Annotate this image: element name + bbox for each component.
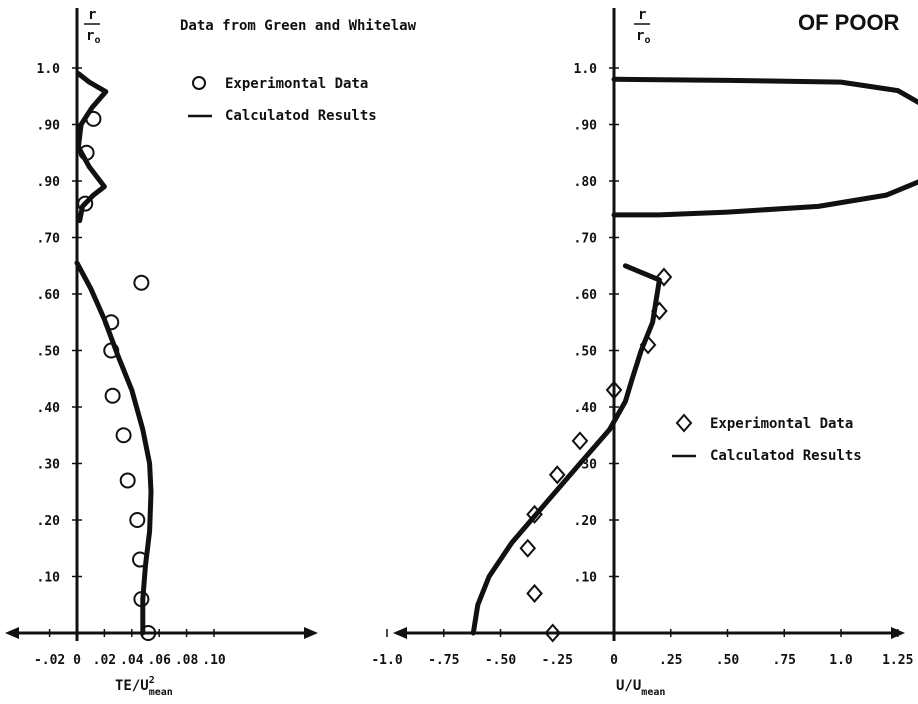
right-experimental-point [548, 465, 566, 485]
right-legend-calculated-label: Calculatod Results [710, 448, 862, 464]
right-x-tick-label: 1.25 [882, 653, 913, 668]
right-y-tick-label: .10 [574, 571, 598, 586]
left-experimental-point [133, 274, 150, 291]
left-legend-calculated-label: Calculatod Results [225, 108, 377, 124]
right-y-tick-label: .90 [574, 119, 598, 134]
right-x-tick-label: .50 [716, 653, 740, 668]
figure-title: Data from Green and Whitelaw [180, 18, 417, 34]
right-experimental-point [526, 583, 543, 603]
left-x-tick-label: .10 [202, 653, 226, 668]
right-x-tick-label: 0 [610, 653, 618, 668]
right-y-tick-label: .70 [574, 232, 598, 247]
right-x-tick-label: 1.0 [829, 653, 853, 668]
right-y-tick-label: .80 [574, 175, 598, 190]
right-y-tick-label: .60 [574, 288, 598, 303]
left-experimental-point [115, 427, 132, 444]
left-x-tick-label: .04 [120, 653, 144, 668]
right-experimental-point [544, 623, 562, 643]
left-y-tick-label: 1.0 [37, 62, 61, 77]
right-y-tick-label: .20 [574, 514, 598, 529]
left-experimental-point [132, 551, 149, 568]
right-calculated-curve [470, 263, 662, 636]
right-experimental-point [519, 538, 537, 558]
right-x-tick-label: .75 [773, 653, 796, 668]
left-experimental-point [78, 144, 95, 161]
left-y-tick-label: .40 [37, 401, 61, 416]
left-legend-marker-circle [192, 76, 206, 90]
left-experimental-point [133, 591, 150, 608]
right-x-tick-label: .25 [659, 653, 682, 668]
left-experimental-point [119, 472, 136, 489]
right-experimental-point [651, 301, 668, 321]
left-y-axis-label-numerator: r [88, 7, 96, 23]
left-x-tick-label: 0 [73, 653, 81, 668]
right-experimental-point [605, 380, 623, 400]
left-x-axis-right-arrow [304, 627, 318, 639]
right-x-axis-label: U/Umean [616, 678, 665, 698]
left-x-tick-label: .08 [175, 653, 199, 668]
left-y-tick-label: .90 [37, 175, 61, 190]
right-x-tick-label: -.75 [428, 653, 459, 668]
left-experimental-point [129, 512, 146, 528]
right-legend-experimental-label: Experimontal Data [710, 416, 853, 432]
left-y-tick-label: .50 [37, 345, 61, 360]
left-y-tick-label: .90 [37, 119, 61, 134]
left-y-tick-label: .20 [37, 514, 61, 529]
left-y-tick-label: .70 [37, 232, 61, 247]
right-y-axis-label-denominator: ro [636, 28, 650, 46]
right-x-tick-label: -.50 [485, 653, 516, 668]
right-x-axis-left-arrow [393, 627, 407, 639]
right-x-tick-label: -1.0 [371, 653, 402, 668]
right-experimental-point [639, 335, 657, 355]
left-x-tick-label: -.02 [34, 653, 65, 668]
corner-stamp: OF POOR [798, 10, 900, 35]
left-y-tick-label: .10 [37, 571, 61, 586]
right-experimental-point [526, 504, 543, 524]
left-experimental-point [103, 314, 120, 331]
left-x-axis-left-arrow [5, 627, 19, 639]
left-experimental-point [103, 342, 120, 359]
right-chart-panel: r ro U/Umean Experimontal Data Calculato… [371, 7, 918, 698]
right-legend-marker-diamond [675, 413, 693, 433]
left-x-axis-label: TE/U2 mean [115, 675, 173, 698]
right-experimental-point [655, 267, 673, 287]
left-experimental-point [77, 195, 94, 212]
left-x-tick-label: .02 [93, 653, 116, 668]
left-y-axis-label-denominator: ro [86, 28, 100, 46]
left-y-tick-label: .60 [37, 288, 61, 303]
right-y-axis-label-numerator: r [638, 7, 646, 23]
right-y-tick-label: .40 [574, 401, 598, 416]
left-legend-experimental-label: Experimontal Data [225, 76, 368, 92]
left-experimental-point [140, 625, 157, 641]
left-calculated-curve [74, 260, 154, 636]
left-x-tick-label: .06 [147, 653, 171, 668]
right-y-tick-label: .50 [574, 345, 598, 360]
left-experimental-point [104, 387, 121, 404]
right-calculated-curve [611, 76, 918, 218]
right-x-tick-label: -.25 [542, 653, 573, 668]
right-y-tick-label: 1.0 [574, 62, 598, 77]
right-experimental-point [571, 431, 589, 451]
left-chart-panel: r ro TE/U2 mean Experimontal Data Calcula… [5, 7, 377, 698]
left-experimental-point [85, 110, 102, 127]
left-y-tick-label: .30 [37, 458, 61, 473]
